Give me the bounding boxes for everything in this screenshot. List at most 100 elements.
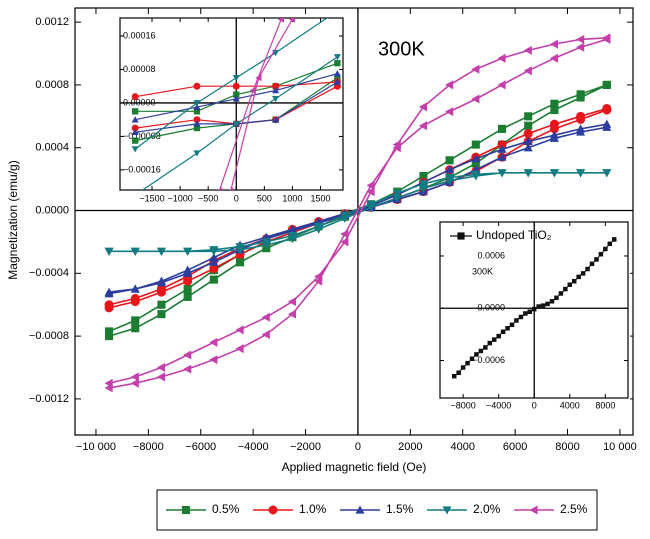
marker	[514, 318, 519, 323]
marker	[209, 275, 218, 284]
marker	[366, 180, 375, 190]
marker	[602, 169, 612, 178]
y-tick-label: −0.0012	[29, 393, 69, 405]
legend-marker	[355, 505, 365, 514]
x-tick-label: 1500	[311, 193, 331, 203]
plot-area	[104, 33, 612, 393]
marker	[549, 53, 559, 63]
marker	[235, 246, 245, 255]
chart-panel: −8000 −4000 0 4000 8000 −0.0006 0.0000 0.0006 30…	[436, 219, 630, 415]
marker	[272, 82, 280, 90]
marker	[451, 373, 457, 379]
marker	[418, 121, 428, 131]
x-tick-label: −500	[198, 193, 218, 203]
marker	[156, 372, 166, 382]
marker	[549, 299, 555, 304]
marker	[445, 80, 454, 90]
marker	[183, 276, 193, 286]
marker	[340, 229, 349, 239]
marker	[193, 100, 201, 107]
marker	[233, 91, 240, 98]
marker	[571, 278, 577, 284]
marker	[209, 257, 219, 266]
x-tick-label: 0	[234, 193, 239, 203]
marker	[104, 247, 114, 256]
plot-frame	[74, 7, 634, 436]
legend-marker	[442, 506, 452, 515]
marker	[232, 121, 240, 128]
x-tick-label: −4000	[238, 441, 269, 453]
marker	[392, 194, 402, 203]
series-line	[109, 172, 607, 253]
marker	[131, 124, 139, 132]
x-tick-label: 4000	[450, 441, 474, 453]
marker	[497, 124, 507, 133]
marker	[288, 18, 296, 23]
legend-marker	[457, 232, 465, 240]
marker	[563, 286, 568, 292]
marker	[497, 152, 507, 161]
marker	[366, 187, 375, 197]
marker	[104, 289, 114, 298]
marker	[104, 303, 114, 313]
x-tick-label: −10 000	[76, 441, 116, 453]
marker	[607, 241, 613, 247]
marker	[549, 169, 559, 178]
marker	[497, 80, 506, 90]
marker	[496, 333, 501, 339]
marker	[131, 93, 139, 101]
marker	[505, 326, 510, 331]
marker	[460, 365, 466, 370]
marker	[576, 127, 586, 136]
marker	[131, 116, 139, 123]
marker	[497, 140, 507, 150]
marker	[183, 284, 192, 294]
marker	[334, 74, 341, 81]
marker	[487, 340, 493, 346]
marker	[193, 116, 201, 124]
x-tick-label: 0	[355, 441, 361, 453]
marker	[456, 370, 461, 375]
marker	[419, 171, 428, 181]
marker	[333, 78, 341, 85]
marker	[483, 345, 488, 350]
marker	[523, 45, 532, 55]
marker	[255, 74, 262, 82]
y-axis-label: Magnetization (emu/g)	[6, 160, 20, 279]
y-tick-label: 0.00000	[123, 97, 156, 107]
marker	[131, 316, 140, 325]
marker	[333, 70, 341, 77]
marker	[156, 287, 166, 297]
marker	[217, 187, 223, 190]
marker	[418, 102, 428, 112]
y-tick-label: −0.00008	[123, 131, 161, 141]
x-axis-label: Applied magnetic field (Oe)	[282, 460, 427, 474]
marker	[314, 225, 324, 234]
marker	[287, 297, 297, 307]
y-tick-label: −0.0004	[29, 267, 69, 279]
marker	[602, 34, 611, 44]
marker	[523, 143, 533, 152]
marker	[594, 257, 599, 262]
marker	[602, 105, 612, 115]
marker	[471, 94, 480, 104]
marker	[131, 324, 140, 333]
marker	[334, 60, 341, 67]
marker	[524, 121, 533, 130]
marker	[277, 18, 285, 23]
legend: 0.5% 1.0% 1.5% 2.0% 2.5%	[156, 489, 598, 531]
marker	[576, 42, 585, 52]
marker	[567, 282, 573, 287]
marker	[130, 247, 140, 256]
marker	[272, 86, 280, 94]
marker	[549, 39, 559, 49]
marker	[209, 337, 218, 347]
marker	[104, 383, 113, 393]
legend-marker	[529, 505, 538, 515]
x-tick-label: −8000	[450, 400, 475, 410]
x-tick-label: 0	[532, 400, 537, 410]
marker	[272, 95, 280, 103]
y-tick-label: 0.00008	[123, 64, 156, 74]
marker	[366, 203, 376, 212]
